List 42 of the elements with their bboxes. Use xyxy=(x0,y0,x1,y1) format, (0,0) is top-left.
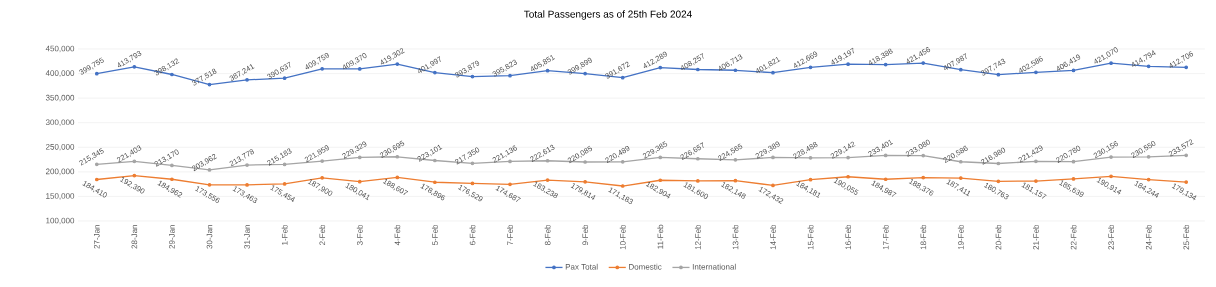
x-tick-label: 29-Jan xyxy=(169,225,175,249)
x-tick-label: 13-Feb xyxy=(732,224,739,250)
y-tick-label: 150,000 xyxy=(46,193,75,200)
x-tick-label: 11-Feb xyxy=(657,224,664,249)
x-tick-label: 16-Feb xyxy=(845,224,852,250)
x-tick-label: 2-Feb xyxy=(319,224,326,246)
x-tick-label: 19-Feb xyxy=(957,224,964,250)
legend-label: International xyxy=(692,263,736,270)
x-tick-label: 14-Feb xyxy=(770,224,776,250)
x-tick-label: 27-Jan xyxy=(93,225,100,249)
y-tick-label: 450,000 xyxy=(45,45,75,53)
y-tick-label: 400,000 xyxy=(45,70,75,77)
y-tick-label: 200,000 xyxy=(45,168,75,176)
x-tick-label: 3-Feb xyxy=(356,224,363,246)
y-tick-label: 100,000 xyxy=(46,217,75,225)
x-tick-label: 20-Feb xyxy=(995,224,1002,250)
legend-label: Domestic xyxy=(629,263,662,270)
x-tick-label: 10-Feb xyxy=(619,224,626,250)
x-tick-label: 1-Feb xyxy=(281,224,288,245)
y-tick-label: 300,000 xyxy=(45,119,75,127)
x-tick-label: 17-Feb xyxy=(882,224,889,250)
x-tick-label: 18-Feb xyxy=(920,224,927,250)
x-tick-label: 24-Feb xyxy=(1145,224,1152,250)
x-tick-label: 6-Feb xyxy=(469,224,476,246)
x-tick-label: 15-Feb xyxy=(807,224,814,250)
legend-label: Pax Total xyxy=(565,263,598,270)
x-tick-label: 28-Jan xyxy=(131,225,138,249)
y-tick-label: 350,000 xyxy=(45,94,75,102)
x-tick-label: 21-Feb xyxy=(1032,224,1039,250)
x-tick-label: 7-Feb xyxy=(507,224,513,246)
x-tick-label: 25-Feb xyxy=(1183,224,1190,250)
x-tick-label: 12-Feb xyxy=(694,224,701,250)
x-tick-label: 31-Jan xyxy=(244,225,250,249)
x-tick-label: 30-Jan xyxy=(206,225,213,249)
y-tick-label: 250,000 xyxy=(45,143,75,151)
x-tick-label: 5-Feb xyxy=(431,224,438,246)
x-tick-label: 23-Feb xyxy=(1108,224,1114,250)
x-tick-label: 22-Feb xyxy=(1070,224,1077,250)
x-tick-label: 4-Feb xyxy=(394,224,401,246)
x-tick-label: 8-Feb xyxy=(544,224,551,246)
x-tick-label: 9-Feb xyxy=(582,224,589,246)
chart-title: Total Passengers as of 25th Feb 2024 xyxy=(524,10,692,20)
